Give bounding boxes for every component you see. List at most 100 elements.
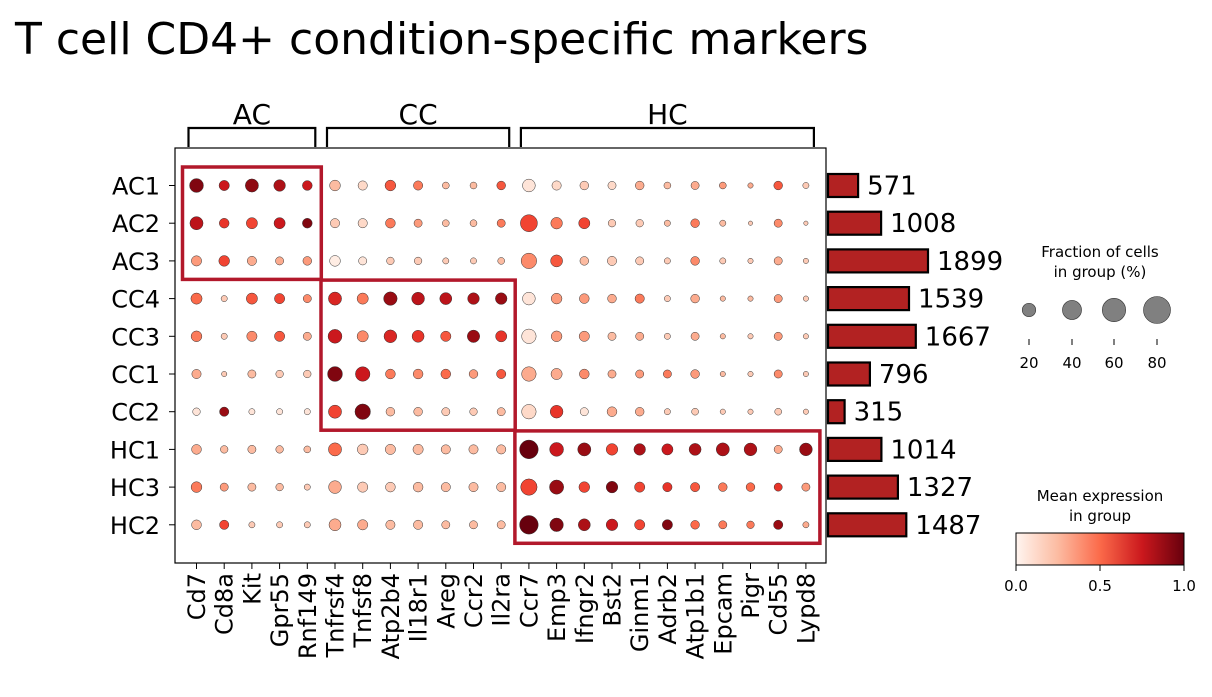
dot-hc3-areg xyxy=(440,482,451,493)
count-bar-hc1 xyxy=(826,436,883,462)
group-bracket-hc xyxy=(519,126,815,147)
dot-hc2-ginm1 xyxy=(634,519,646,531)
dot-cc1-ginm1 xyxy=(635,369,645,379)
highlight-box-3 xyxy=(513,429,822,546)
dot-hc1-tnfrsf4 xyxy=(328,442,342,457)
dot-ac1-cd8a xyxy=(218,180,230,191)
dot-ac2-tnfrsf4 xyxy=(330,218,340,229)
dot-hc2-tnfsf8 xyxy=(357,519,369,531)
dot-cc3-cd7 xyxy=(190,330,203,342)
dot-ac3-pigr xyxy=(747,257,754,264)
dot-cc1-il18r1 xyxy=(412,368,424,380)
dot-cc3-areg xyxy=(440,330,452,342)
dot-ac2-epcam xyxy=(719,219,727,227)
count-label-cc2: 315 xyxy=(854,398,904,428)
column-label-cd55: Cd55 xyxy=(765,573,793,636)
dot-hc2-bst2 xyxy=(605,518,619,531)
colorbar-label-0-0: 0.0 xyxy=(1004,577,1028,595)
dot-ac1-kit xyxy=(245,178,259,193)
group-bracket-cc xyxy=(325,126,511,147)
size-legend-title-line1: Fraction of cells xyxy=(1041,243,1159,261)
dot-ac1-ccr7 xyxy=(522,178,536,193)
dot-hc1-cd8a xyxy=(220,445,229,454)
dot-hc2-cd8a xyxy=(219,519,230,530)
column-group-brackets: AC CC HC xyxy=(187,98,815,147)
dot-cc3-il18r1 xyxy=(411,330,425,343)
dot-ac1-ginm1 xyxy=(635,180,645,191)
count-bar-hc3 xyxy=(826,474,900,500)
dot-ac3-cd7 xyxy=(191,255,202,267)
dot-hc1-pigr xyxy=(743,442,758,457)
row-label-ac1: AC1 xyxy=(112,173,160,201)
dot-ac1-tnfsf8 xyxy=(357,180,368,191)
column-label-ccr2: Ccr2 xyxy=(460,573,488,628)
dot-hc2-cd7 xyxy=(191,519,202,530)
size-legend-label-40: 40 xyxy=(1062,354,1081,372)
column-label-atp2b4: Atp2b4 xyxy=(377,573,405,659)
group-label-ac: AC xyxy=(233,98,271,131)
dot-ac2-pigr xyxy=(748,220,753,226)
dot-cc1-cd7 xyxy=(191,369,202,379)
dot-hc1-atp2b4 xyxy=(385,444,396,455)
dot-ac3-cd8a xyxy=(218,255,230,267)
dot-hc3-il2ra xyxy=(496,482,507,493)
dot-cc3-bst2 xyxy=(607,331,617,341)
colorbar-label-0-5: 0.5 xyxy=(1088,577,1112,595)
dot-hc3-kit xyxy=(247,482,257,492)
dot-ac1-gpr55 xyxy=(273,179,286,192)
dot-hc3-lypd8 xyxy=(801,482,811,492)
dot-cc4-epcam xyxy=(719,295,726,302)
dot-cc3-ccr2 xyxy=(467,329,480,343)
dot-cc1-ccr7 xyxy=(521,366,537,382)
dot-cc2-adrb2 xyxy=(664,408,671,416)
dot-ac1-bst2 xyxy=(607,181,617,190)
dot-ac1-il18r1 xyxy=(413,180,424,191)
dot-hc2-il18r1 xyxy=(413,519,424,530)
dot-ac3-ccr2 xyxy=(470,257,477,265)
count-label-ac2: 1008 xyxy=(890,209,956,239)
dot-hc3-atp1b1 xyxy=(690,482,700,493)
dot-cc3-atp1b1 xyxy=(690,331,700,341)
dot-hc3-cd7 xyxy=(190,481,203,493)
dot-cc2-atp2b4 xyxy=(385,407,396,417)
dot-hc2-atp2b4 xyxy=(385,519,396,530)
dot-cc3-emp3 xyxy=(550,330,563,342)
dot-hc3-emp3 xyxy=(549,479,564,495)
dot-hc1-kit xyxy=(247,445,257,454)
dot-hc2-gpr55 xyxy=(276,521,283,529)
dot-cc1-ccr2 xyxy=(468,369,479,379)
count-label-ac1: 571 xyxy=(867,172,917,202)
size-legend-label-60: 60 xyxy=(1104,354,1123,372)
group-label-cc: CC xyxy=(399,98,438,131)
column-label-tnfsf8: Tnfsf8 xyxy=(349,573,377,649)
dot-ac1-cd7 xyxy=(189,178,204,193)
dot-cc3-il2ra xyxy=(495,330,508,343)
dot-hc3-ccr7 xyxy=(520,478,538,496)
column-label-ccr7: Ccr7 xyxy=(515,573,543,628)
dot-cc4-ccr7 xyxy=(522,291,536,306)
dot-ac3-ginm1 xyxy=(635,256,645,266)
dot-hc3-tnfsf8 xyxy=(357,481,369,493)
dot-cc1-tnfrsf4 xyxy=(327,366,343,382)
dot-cc4-areg xyxy=(439,292,453,305)
dot-cc1-rnf149 xyxy=(303,369,312,379)
dot-cc1-atp1b1 xyxy=(690,369,700,379)
count-bar-cc3 xyxy=(826,323,917,349)
dot-ac3-epcam xyxy=(719,257,727,265)
dot-ac1-cd55 xyxy=(773,180,783,191)
dot-cc2-ccr2 xyxy=(469,407,478,416)
dot-hc3-pigr xyxy=(745,482,756,492)
dot-cc2-areg xyxy=(441,407,451,417)
dot-ac1-rnf149 xyxy=(302,180,313,191)
count-bar-ac2 xyxy=(826,210,883,236)
dot-ac3-atp2b4 xyxy=(386,256,395,265)
size-legend-dot-40 xyxy=(1062,300,1082,320)
dot-cc1-bst2 xyxy=(607,369,617,379)
dot-cc4-rnf149 xyxy=(302,294,312,303)
dot-cc4-ginm1 xyxy=(634,293,645,304)
row-label-cc4: CC4 xyxy=(111,286,160,314)
dot-hc1-ccr2 xyxy=(468,444,479,455)
dot-cc1-areg xyxy=(440,368,451,380)
dot-ac2-ccr7 xyxy=(520,214,538,232)
dot-ac3-tnfsf8 xyxy=(358,256,368,266)
